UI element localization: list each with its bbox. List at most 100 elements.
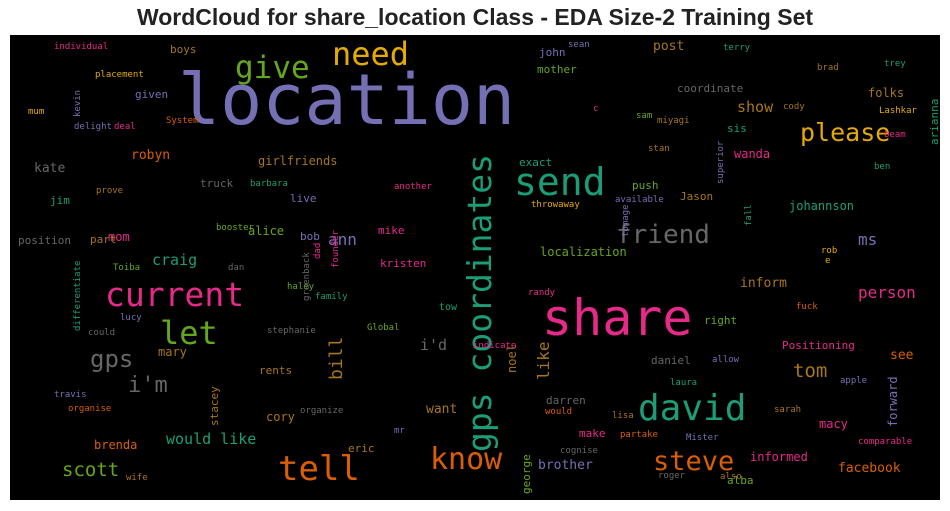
word-another: another xyxy=(394,182,432,192)
word-miyagi: miyagi xyxy=(657,116,690,126)
word-family: family xyxy=(315,292,348,302)
word-brenda: brenda xyxy=(94,438,138,452)
word-also: also xyxy=(720,472,742,482)
word-informed: informed xyxy=(750,450,808,464)
word-wanda: wanda xyxy=(734,147,771,161)
word-girlfriends: girlfriends xyxy=(258,154,338,168)
word-darren: darren xyxy=(546,394,586,407)
word-ben: ben xyxy=(874,162,891,172)
word-fall: fall xyxy=(744,204,754,226)
word-placement: placement xyxy=(95,70,144,80)
word-current: current xyxy=(105,275,245,314)
word-coordinate: coordinate xyxy=(677,82,744,95)
word-dad: dad xyxy=(313,242,323,259)
word-mr: mr xyxy=(394,426,405,436)
word-bill: bill xyxy=(326,336,347,380)
word-facebook: facebook xyxy=(838,461,901,476)
word-inform: inform xyxy=(740,276,787,291)
word-alba: alba xyxy=(727,474,754,487)
word-mom: mom xyxy=(108,230,130,244)
word-lucy: lucy xyxy=(120,313,142,323)
word-kristen: kristen xyxy=(380,257,427,270)
word-sean: sean xyxy=(568,40,590,50)
word-gps-coordinates: gps coordinates xyxy=(460,153,499,452)
word-make: make xyxy=(579,427,606,440)
word-show: show xyxy=(737,98,774,116)
word-randy: randy xyxy=(528,288,556,298)
word-cognise: cognise xyxy=(560,446,598,456)
word-dan: dan xyxy=(228,263,245,273)
word-macy: macy xyxy=(819,417,848,431)
word-partake: partake xyxy=(620,430,658,440)
word-differentiate: differentiate xyxy=(73,260,83,331)
word-trey: trey xyxy=(884,59,906,69)
word-george: george xyxy=(520,454,533,494)
word-mike: mike xyxy=(378,224,405,237)
word-haley: haley xyxy=(287,282,315,292)
word-stephanie: stephanie xyxy=(267,326,316,336)
word-ann: ann xyxy=(328,230,357,249)
word-apple: apple xyxy=(840,376,868,386)
word-allow: allow xyxy=(712,355,740,365)
word-mum: mum xyxy=(28,107,45,117)
word-eric: eric xyxy=(348,442,375,455)
word-steve: steve xyxy=(653,446,735,477)
word-positioning: Positioning xyxy=(782,339,855,352)
word-part: part xyxy=(90,233,117,246)
word-see: see xyxy=(890,348,914,363)
word-person: person xyxy=(858,283,916,302)
word-jim: jim xyxy=(50,194,70,207)
word-individual: individual xyxy=(54,42,109,52)
word-mister: Mister xyxy=(686,433,719,443)
word-david: david xyxy=(638,388,747,429)
word-share: share xyxy=(542,289,693,347)
word-john: john xyxy=(539,46,566,59)
word-want: want xyxy=(426,402,458,417)
word-tom: tom xyxy=(793,360,828,382)
word-tomage: tomage xyxy=(621,204,631,237)
word-sis: sis xyxy=(727,122,747,135)
word-organise: organise xyxy=(68,404,112,414)
word-truck: truck xyxy=(200,177,234,190)
word-fuck: fuck xyxy=(796,302,818,312)
word-friend: friend xyxy=(616,220,710,250)
word-like: like xyxy=(534,341,553,380)
word-craig: craig xyxy=(152,251,198,269)
word-bob: bob xyxy=(300,230,320,243)
word-cloud-canvas: location share gps coordinates send david cur… xyxy=(10,35,940,500)
word-mary: mary xyxy=(158,345,187,359)
word-sam: sam xyxy=(636,111,653,121)
word-send: send xyxy=(514,160,606,204)
word-please: please xyxy=(800,118,891,147)
word-live: live xyxy=(290,192,317,205)
word-global: Global xyxy=(367,323,400,333)
word-toiba: Toiba xyxy=(113,263,141,273)
word-lisa: lisa xyxy=(612,411,634,421)
word-cory: cory xyxy=(266,410,295,424)
word-robyn: robyn xyxy=(131,148,171,163)
word-tell: tell xyxy=(278,449,360,489)
word-delight: delight xyxy=(74,122,112,132)
word-greenback: greenback xyxy=(302,252,312,301)
word-gps: gps xyxy=(90,345,134,373)
word-roger: roger xyxy=(658,471,686,481)
word-give: give xyxy=(235,50,310,86)
word-alice: alice xyxy=(248,224,285,238)
word-exact: exact xyxy=(519,156,553,169)
word-position: position xyxy=(18,234,71,247)
word-ms: ms xyxy=(858,230,878,249)
word-kevin: kevin xyxy=(73,89,83,117)
word-daniel: daniel xyxy=(651,354,691,367)
word-prove: prove xyxy=(96,186,124,196)
word-i-m: i'm xyxy=(128,373,168,398)
word-mother: mother xyxy=(537,63,577,76)
word-e: e xyxy=(825,256,831,266)
word-superior: superior xyxy=(716,140,726,184)
word-stan: stan xyxy=(648,144,670,154)
word-system: System xyxy=(166,116,199,126)
word-would: would xyxy=(545,407,573,417)
word-barbara: barbara xyxy=(250,179,288,189)
word-c: c xyxy=(593,104,599,114)
word-folks: folks xyxy=(868,86,905,100)
word-laura: laura xyxy=(670,378,698,388)
